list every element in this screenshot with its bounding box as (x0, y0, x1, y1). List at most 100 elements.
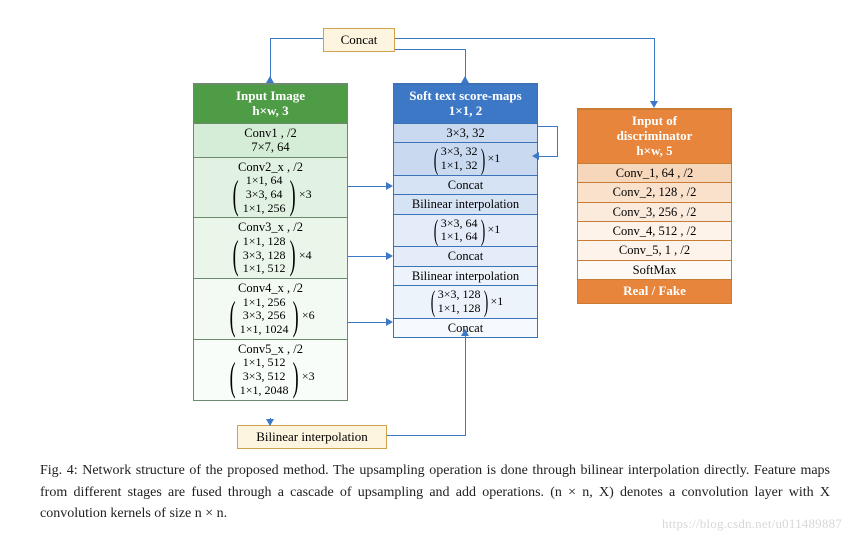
cell-line: 1×1, 512 (243, 262, 286, 276)
cell-line: 3×3, 128 (438, 288, 481, 302)
cell-line: 3×3, 32 (441, 145, 478, 159)
right-paren: ) (292, 363, 298, 391)
layer-cell: Conv3_x , /2 (1×1, 1283×3, 1281×1, 512) ×4 (194, 217, 347, 278)
connector (348, 322, 386, 323)
header-line: Soft text score-maps (396, 89, 535, 104)
layer-cell: Concat (394, 246, 537, 265)
multiplier: ×3 (299, 188, 312, 202)
header-line: h×w, 3 (196, 104, 345, 119)
arrow-icon (386, 252, 393, 260)
concat-box: Concat (323, 28, 395, 52)
multiplier: ×1 (488, 152, 501, 166)
cell-line: 1×1, 64 (243, 174, 286, 188)
cell-line: 1×1, 2048 (240, 384, 289, 398)
layer-cell: Conv_4, 512 , /2 (578, 221, 731, 240)
arrow-icon (650, 101, 658, 108)
cell-line: 1×1, 1024 (240, 323, 289, 337)
paren-group: (1×1, 1283×3, 1281×1, 512) ×4 (229, 235, 311, 276)
arrow-icon (461, 76, 469, 83)
multiplier: ×1 (491, 295, 504, 309)
cell-line: 1×1, 128 (243, 235, 286, 249)
paren-group: (3×3, 1281×1, 128)×1 (428, 288, 504, 316)
left-paren: ( (433, 220, 438, 241)
cell-title: Conv3_x , /2 (196, 220, 345, 234)
right-paren: ) (289, 181, 295, 209)
layer-cell: Conv_2, 128 , /2 (578, 182, 731, 201)
header-line: Input of (580, 114, 729, 129)
column-footer: Real / Fake (578, 279, 731, 303)
layer-cell: (3×3, 321×1, 32)×1 (394, 142, 537, 175)
connector (348, 186, 386, 187)
caption-text: Network structure of the proposed method… (40, 463, 830, 521)
paren-group: (1×1, 5123×3, 5121×1, 2048)×3 (226, 356, 314, 397)
column-header: Input Imageh×w, 3 (194, 84, 347, 123)
column-header: Soft text score-maps1×1, 2 (394, 84, 537, 123)
cell-line: 1×1, 32 (441, 159, 478, 173)
arrow-icon (266, 419, 274, 426)
multiplier: ×6 (302, 309, 315, 323)
concat-label: Concat (341, 32, 378, 47)
cell-line: 3×3, 256 (240, 309, 289, 323)
figure-number: Fig. 4 (40, 463, 74, 478)
layer-cell: Bilinear interpolation (394, 266, 537, 285)
header-line: h×w, 5 (580, 144, 729, 159)
layer-cell: Conv_1, 64 , /2 (578, 163, 731, 182)
input-image-column: Input Imageh×w, 3Conv1 , /27×7, 64Conv2_… (193, 83, 348, 401)
cell-line: Bilinear interpolation (396, 197, 535, 211)
connector (557, 126, 558, 156)
right-paren: ) (289, 241, 295, 269)
arrow-icon (532, 152, 539, 160)
layer-cell: Conv1 , /27×7, 64 (194, 123, 347, 157)
left-paren: ( (433, 149, 438, 170)
cell-line: 1×1, 512 (240, 356, 289, 370)
cell-line: Concat (396, 249, 535, 263)
cell-line: 7×7, 64 (196, 140, 345, 154)
arrow-icon (461, 329, 469, 336)
multiplier: ×4 (299, 249, 312, 263)
cell-line: 3×3, 512 (240, 370, 289, 384)
left-paren: ( (230, 302, 236, 330)
right-paren: ) (480, 149, 485, 170)
right-paren: ) (292, 302, 298, 330)
layer-cell: Concat (394, 175, 537, 194)
cell-line: 3×3, 128 (243, 249, 286, 263)
paren-group: (3×3, 641×1, 64)×1 (431, 217, 501, 245)
connector (654, 38, 655, 101)
bilinear-label: Bilinear interpolation (256, 429, 368, 444)
header-line: Input Image (196, 89, 345, 104)
layer-cell: Conv5_x , /2(1×1, 5123×3, 5121×1, 2048)×… (194, 339, 347, 400)
cell-line: 1×1, 128 (438, 302, 481, 316)
paren-group: (3×3, 321×1, 32)×1 (431, 145, 501, 173)
cell-line: Conv1 , /2 (196, 126, 345, 140)
layer-cell: Bilinear interpolation (394, 194, 537, 213)
cell-line: 3×3, 64 (243, 188, 286, 202)
cell-line: Bilinear interpolation (396, 269, 535, 283)
cell-line: 3×3, 64 (441, 217, 478, 231)
cell-line: Concat (396, 178, 535, 192)
connector (538, 156, 558, 157)
multiplier: ×1 (488, 223, 501, 237)
watermark: https://blog.csdn.net/u011489887 (662, 516, 842, 532)
layer-cell: Conv4_x , /2(1×1, 2563×3, 2561×1, 1024)×… (194, 278, 347, 339)
header-line: discriminator (580, 129, 729, 144)
connector (538, 126, 558, 127)
cell-title: Conv2_x , /2 (196, 160, 345, 174)
layer-cell: Conv2_x , /2(1×1, 643×3, 641×1, 256)×3 (194, 157, 347, 218)
cell-title: Conv4_x , /2 (196, 281, 345, 295)
paren-group: (1×1, 2563×3, 2561×1, 1024)×6 (226, 296, 314, 337)
left-paren: ( (233, 241, 239, 269)
left-paren: ( (233, 181, 239, 209)
bilinear-box: Bilinear interpolation (237, 425, 387, 449)
connector (465, 333, 466, 436)
header-line: 1×1, 2 (396, 104, 535, 119)
layer-cell: 3×3, 32 (394, 123, 537, 142)
layer-cell: (3×3, 641×1, 64)×1 (394, 214, 537, 247)
cell-line: 3×3, 32 (396, 126, 535, 140)
connector (395, 49, 466, 50)
scoremaps-column: Soft text score-maps1×1, 23×3, 32(3×3, 3… (393, 83, 538, 338)
diagram-area: Concat Bilinear interpolation Input Imag… (0, 0, 860, 450)
layer-cell: Conv_5, 1 , /2 (578, 240, 731, 259)
arrow-icon (386, 318, 393, 326)
left-paren: ( (230, 363, 236, 391)
right-paren: ) (483, 291, 488, 312)
